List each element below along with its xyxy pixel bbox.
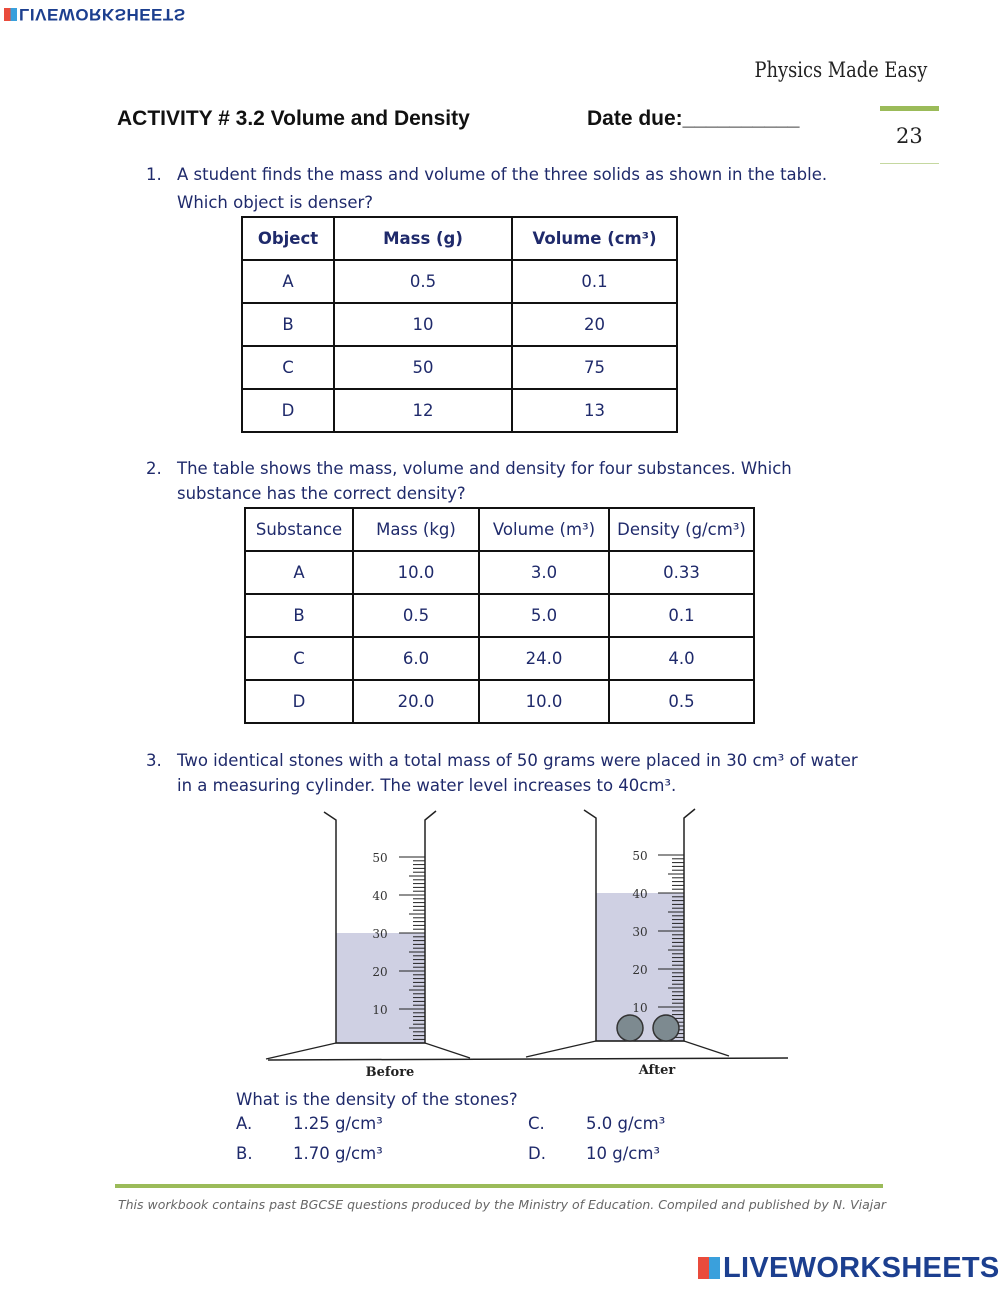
table-row: B 10 20	[241, 302, 678, 347]
cylinder-base	[265, 1042, 471, 1060]
table-cell: 50	[333, 345, 513, 390]
q2-number: 2.	[146, 459, 162, 478]
logo-text: LIVEWORKSHEETS	[723, 1252, 1000, 1284]
bench-line	[267, 1057, 789, 1061]
q2-table: Substance Mass (kg) Volume (m³) Density (g/…	[244, 507, 755, 724]
q1-table: Object Mass (g) Volume (cm³) A 0.5 0.1 B 10 20 C…	[241, 216, 678, 433]
scale-label: 20	[372, 965, 387, 979]
activity-title: ACTIVITY # 3.2 Volume and Density	[117, 107, 470, 130]
divider	[880, 163, 939, 164]
option-a[interactable]: 1.25 g/cm³	[293, 1114, 383, 1133]
option-b[interactable]: 1.70 g/cm³	[293, 1144, 383, 1163]
q1-number: 1.	[146, 165, 162, 184]
table-cell: 0.33	[608, 550, 755, 595]
q1-text-line2: Which object is denser?	[177, 193, 374, 212]
table-cell: 20	[511, 302, 678, 347]
table-cell: 24.0	[478, 636, 610, 681]
option-b-letter: B.	[236, 1144, 253, 1163]
table-cell: C	[244, 636, 354, 681]
q3-text-line2: in a measuring cylinder. The water level…	[177, 776, 677, 795]
scale-label: 30	[372, 927, 387, 941]
option-a-letter: A.	[236, 1114, 253, 1133]
page-number: 23	[896, 124, 923, 148]
table-cell: 10.0	[352, 550, 480, 595]
book-title: Physics Made Easy	[754, 58, 927, 82]
scale-label: 10	[372, 1003, 387, 1017]
table-cell: 12	[333, 388, 513, 433]
table-cell: 3.0	[478, 550, 610, 595]
q3-text-line1: Two identical stones with a total mass o…	[177, 751, 858, 770]
table-cell: 0.1	[511, 259, 678, 304]
table-cell: 75	[511, 345, 678, 390]
option-d[interactable]: 10 g/cm³	[586, 1144, 661, 1163]
table-cell: 10	[333, 302, 513, 347]
option-c-letter: C.	[528, 1114, 545, 1133]
stone	[616, 1014, 644, 1042]
table-row: D 20.0 10.0 0.5	[244, 679, 755, 724]
table-cell: 10.0	[478, 679, 610, 724]
stone	[652, 1014, 680, 1042]
q3-question: What is the density of the stones?	[236, 1090, 518, 1109]
scale-label: 50	[632, 849, 647, 863]
header-cell: Density (g/cm³)	[608, 507, 755, 552]
table-cell: D	[241, 388, 335, 433]
header-cell: Mass (kg)	[352, 507, 480, 552]
scale-label: 20	[632, 963, 647, 977]
water	[336, 933, 425, 1043]
bottom-logo: LIVEWORKSHEETS	[698, 1252, 1000, 1285]
table-cell: 13	[511, 388, 678, 433]
header-cell: Volume (m³)	[478, 507, 610, 552]
q3-number: 3.	[146, 751, 162, 770]
date-due: Date due:__________	[587, 107, 800, 130]
after-label: After	[638, 1063, 676, 1078]
table-cell: 20.0	[352, 679, 480, 724]
table-cell: 5.0	[478, 593, 610, 638]
table-cell: A	[241, 259, 335, 304]
table-cell: C	[241, 345, 335, 390]
table-cell: 0.1	[608, 593, 755, 638]
scale-label: 10	[632, 1001, 647, 1015]
q2-text-line2: substance has the correct density?	[177, 484, 466, 503]
table-row: A 0.5 0.1	[241, 259, 678, 304]
header-cell: Volume (cm³)	[511, 216, 678, 261]
table-row: A 10.0 3.0 0.33	[244, 550, 755, 595]
scale-label: 40	[372, 889, 387, 903]
header-cell: Object	[241, 216, 335, 261]
scale-label: 30	[632, 925, 647, 939]
footer-text: This workbook contains past BGCSE questi…	[118, 1197, 887, 1212]
table-cell: B	[241, 302, 335, 347]
table-cell: 0.5	[333, 259, 513, 304]
table-cell: A	[244, 550, 354, 595]
table-cell: D	[244, 679, 354, 724]
footer-divider	[115, 1184, 883, 1188]
table-row: C 6.0 24.0 4.0	[244, 636, 755, 681]
q1-text-line1: A student finds the mass and volume of t…	[177, 165, 828, 184]
table-row: C 50 75	[241, 345, 678, 390]
q2-text-line1: The table shows the mass, volume and den…	[177, 459, 792, 478]
cylinder-base	[525, 1040, 730, 1058]
scale-label: 50	[372, 851, 387, 865]
logo-icon	[698, 1257, 720, 1279]
table-cell: 4.0	[608, 636, 755, 681]
table-cell: 6.0	[352, 636, 480, 681]
option-c[interactable]: 5.0 g/cm³	[586, 1114, 666, 1133]
table-row: B 0.5 5.0 0.1	[244, 593, 755, 638]
table-cell: 0.5	[608, 679, 755, 724]
scale-label: 40	[632, 887, 647, 901]
table-cell: 0.5	[352, 593, 480, 638]
before-label: Before	[366, 1065, 415, 1080]
table-row: D 12 13	[241, 388, 678, 433]
header-cell: Substance	[244, 507, 354, 552]
divider	[880, 106, 939, 111]
table-cell: B	[244, 593, 354, 638]
header-cell: Mass (g)	[333, 216, 513, 261]
option-d-letter: D.	[528, 1144, 546, 1163]
